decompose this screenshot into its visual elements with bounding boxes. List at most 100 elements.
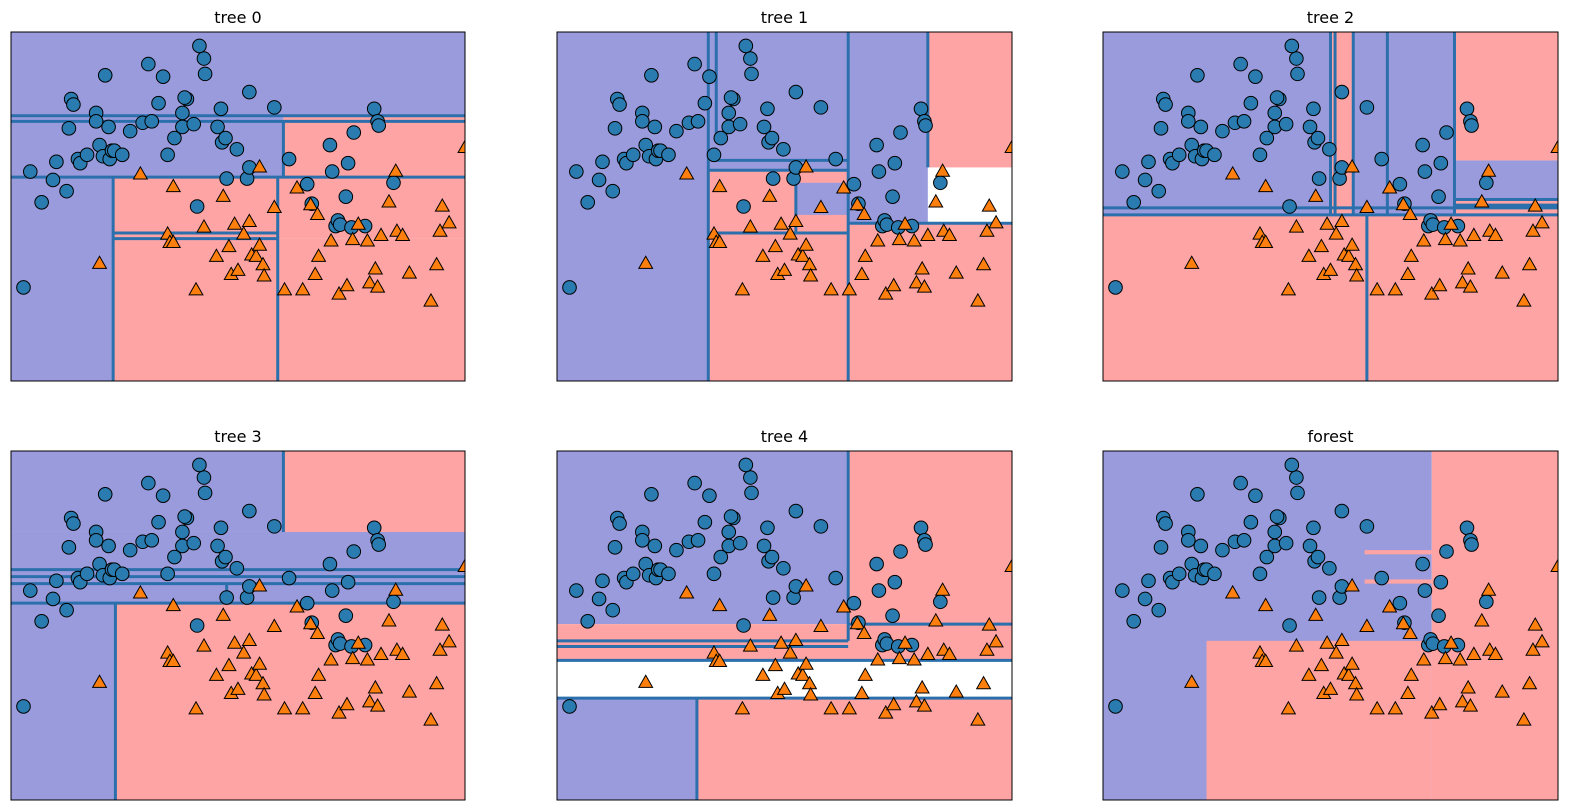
class1-point xyxy=(1344,237,1360,251)
class0-point xyxy=(281,570,297,586)
class0-point xyxy=(155,69,171,84)
class1-point xyxy=(835,179,852,194)
class1-point xyxy=(782,644,798,659)
class0-point xyxy=(242,503,257,519)
class1-point xyxy=(1307,188,1324,202)
class0-point xyxy=(1464,537,1479,552)
decision-region xyxy=(11,451,284,532)
decision-region xyxy=(11,177,114,381)
panel-tree-0: tree 0 xyxy=(10,8,466,382)
class0-point xyxy=(196,470,212,485)
class0-point xyxy=(1284,457,1300,473)
class1-point xyxy=(1527,197,1544,212)
class1-point xyxy=(388,163,404,177)
class1-point xyxy=(981,616,998,631)
class1-point xyxy=(132,584,149,599)
class0-point xyxy=(1151,183,1167,199)
class1-point xyxy=(310,248,327,262)
class0-point xyxy=(210,538,225,554)
class0-point xyxy=(702,488,717,503)
class1-point xyxy=(988,633,1004,648)
class0-point xyxy=(644,67,659,83)
class1-point xyxy=(920,227,936,241)
class1-point xyxy=(1004,558,1012,573)
class1-point xyxy=(802,686,819,701)
class1-point xyxy=(1437,650,1454,665)
class0-point xyxy=(625,566,641,582)
class1-point xyxy=(1322,262,1339,276)
class1-point xyxy=(1322,681,1339,695)
class1-point xyxy=(928,193,944,208)
class0-point xyxy=(687,475,702,491)
class1-point xyxy=(773,635,789,649)
class1-point xyxy=(251,158,268,173)
class0-point xyxy=(1289,470,1304,485)
class0-point xyxy=(16,699,31,714)
class0-point xyxy=(690,114,706,129)
class0-point xyxy=(1259,130,1275,146)
decision-region xyxy=(927,32,1012,168)
decision-region xyxy=(1364,550,1432,555)
class1-point xyxy=(767,657,784,672)
class1-point xyxy=(1437,231,1454,246)
class1-point xyxy=(1328,644,1344,659)
class0-point xyxy=(776,141,791,157)
class1-point xyxy=(948,683,965,698)
class1-point xyxy=(91,674,108,688)
class0-point xyxy=(580,195,596,210)
class0-point xyxy=(1311,590,1327,605)
class0-point xyxy=(1243,95,1259,111)
class1-point xyxy=(773,216,789,230)
class0-point xyxy=(760,101,775,117)
class0-point xyxy=(887,155,903,171)
class1-point xyxy=(1416,651,1432,666)
class0-point xyxy=(702,69,717,84)
class0-point xyxy=(299,176,315,192)
panel-forest: forest xyxy=(1102,427,1559,801)
class0-point xyxy=(219,171,234,186)
panel-title: tree 0 xyxy=(214,8,261,27)
class1-point xyxy=(970,711,986,726)
class0-point xyxy=(1190,67,1205,83)
class0-point xyxy=(196,51,212,66)
class1-point xyxy=(1344,158,1360,173)
axes-frame xyxy=(1102,450,1559,801)
class1-point xyxy=(1307,607,1324,621)
class0-point xyxy=(1126,614,1142,629)
class1-point xyxy=(1301,248,1317,262)
class0-point xyxy=(743,51,758,66)
class0-point xyxy=(1322,141,1337,157)
class0-point xyxy=(366,520,382,536)
class0-point xyxy=(1479,594,1494,610)
class1-point xyxy=(248,248,264,262)
class0-point xyxy=(299,595,315,611)
class1-point xyxy=(788,213,804,228)
class0-point xyxy=(218,549,233,565)
class1-point xyxy=(1462,697,1479,712)
class1-point xyxy=(1301,667,1317,681)
class0-point xyxy=(1236,114,1252,129)
class1-point xyxy=(941,227,958,241)
class1-point xyxy=(394,646,411,660)
class0-point xyxy=(213,520,229,536)
class0-point xyxy=(918,537,933,552)
class1-point xyxy=(1443,635,1459,649)
class0-point xyxy=(16,280,31,295)
class0-point xyxy=(1207,566,1222,582)
class0-point xyxy=(562,280,577,295)
class0-point xyxy=(788,84,804,100)
class0-point xyxy=(813,519,829,534)
class1-point xyxy=(1474,612,1490,627)
class1-point xyxy=(1183,674,1200,688)
class1-point xyxy=(369,697,386,712)
class1-point xyxy=(1334,213,1350,228)
class0-point xyxy=(1431,189,1446,205)
class1-point xyxy=(1313,657,1330,672)
class0-point xyxy=(49,154,64,170)
class1-point xyxy=(856,625,872,640)
class1-point xyxy=(1550,139,1558,154)
class1-point xyxy=(361,693,378,708)
class0-point xyxy=(192,38,207,54)
class0-point xyxy=(1153,121,1169,136)
class1-point xyxy=(441,633,457,648)
